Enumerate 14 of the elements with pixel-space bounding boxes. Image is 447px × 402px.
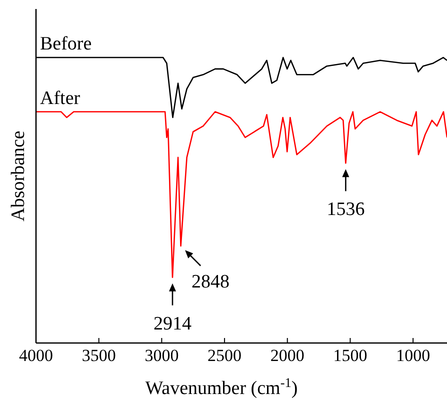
x-tick-label: 2000	[270, 346, 304, 366]
y-axis-title: Absorbance	[8, 130, 29, 222]
x-tick-label: 4000	[19, 346, 53, 366]
x-axis-title: Wavenumber (cm$^{-1}$)	[145, 374, 298, 399]
x-tick-label: 3500	[82, 346, 116, 366]
series-label: After	[40, 88, 81, 109]
x-tick-label: 1000	[396, 346, 430, 366]
x-tick-label: 2500	[208, 346, 242, 366]
annotation: 2848	[191, 271, 230, 292]
series-label: Before	[40, 34, 92, 55]
x-tick-label: 1500	[333, 346, 368, 366]
annotation: 2914	[153, 313, 192, 334]
annotation: 1536	[326, 199, 365, 220]
x-tick-label: 3000	[144, 346, 179, 366]
